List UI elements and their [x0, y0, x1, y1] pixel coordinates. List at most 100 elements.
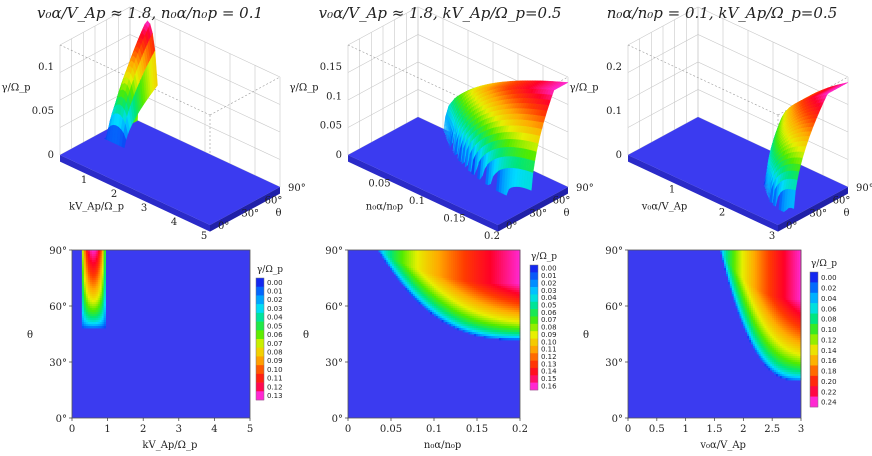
theta-tick-label: 30° [241, 208, 259, 219]
x-axis-label: n₀α/n₀p [366, 202, 403, 213]
heatmap-cell [103, 326, 107, 329]
surface-cell [121, 133, 127, 149]
legend-swatch [530, 360, 538, 369]
y-tick-label: 90° [325, 246, 343, 257]
legend-label: 0.06 [267, 331, 283, 339]
legend-swatch [530, 309, 538, 317]
legend-label: 0.11 [267, 375, 283, 383]
legend-swatch [530, 338, 538, 347]
theta-tick-label: 60° [265, 196, 283, 207]
legend-title: γ/Ω_p [531, 252, 557, 262]
legend-label: 0.07 [267, 340, 283, 348]
x-tick-label: 4 [171, 217, 177, 228]
legend-swatch [256, 304, 264, 314]
theta-axis-label: θ [275, 208, 281, 219]
density-plot-2: 0 0.05 0.1 0.15 0.2n₀α/n₀p0°30°60°90°θγ/Ω_p0… [303, 246, 557, 451]
x-axis-label: kV_Ap/Ω_p [142, 440, 197, 451]
legend-swatch [530, 375, 538, 383]
theta-tick-label: 90° [288, 183, 306, 194]
z-tick-label: 0.05 [320, 121, 342, 132]
legend-label: 0.05 [267, 322, 283, 330]
surface-mesh [103, 20, 158, 149]
x-tick-label: 2 [140, 424, 146, 435]
y-tick-label: 60° [325, 302, 343, 313]
legend-swatch [530, 279, 538, 288]
y-tick-label: 30° [325, 358, 343, 369]
legend-swatch [530, 316, 538, 325]
legend-label: 0.00 [267, 279, 283, 287]
surface-front-face [628, 155, 778, 232]
legend-swatch [530, 294, 538, 303]
surface-side-face [210, 187, 280, 232]
density-plot-1: 0 1 2 3 4 5kV_Ap/Ω_p0°30°60°90°θγ/Ω_p0.000.01… [27, 246, 283, 451]
legend-label: 0.16 [541, 382, 557, 390]
x-tick-label: 5 [247, 424, 253, 435]
x-axis-label: v₀α/V_Ap [641, 202, 688, 213]
legend-swatch [256, 312, 264, 322]
theta-tick-label: 60° [553, 196, 571, 207]
surface-front-face [348, 155, 498, 232]
legend-swatch [530, 382, 538, 391]
theta-tick-label: 0° [506, 221, 517, 232]
z-tick-label: 0.2 [606, 62, 622, 73]
legend-swatch [256, 365, 264, 375]
z-tick-label: 0.1 [606, 106, 622, 117]
legend: γ/Ω_p0.000.010.020.030.040.050.060.070.0… [255, 265, 283, 401]
z-tick-label: 0 [616, 150, 622, 161]
theta-tick-label: 90° [576, 183, 594, 194]
surface-plot-1: 12345kV_Ap/Ω_p0°30°60°90°θ00.050.1γ/Ω_pv… [1, 4, 305, 242]
x-tick-label: 0.05 [368, 179, 390, 190]
legend-swatch [256, 373, 264, 383]
plot-title: n₀α/n₀p = 0.1, kV_Ap/Ω_p=0.5 [607, 4, 838, 22]
z-tick-label: 0 [48, 150, 54, 161]
x-tick-label: 1 [81, 175, 87, 186]
legend-label: 0.04 [267, 314, 283, 322]
surface-floor [60, 117, 280, 225]
surface-side-face [778, 187, 848, 232]
surface-side-face [498, 187, 568, 232]
theta-tick-label: 60° [833, 196, 851, 207]
y-tick-label: 0° [56, 414, 67, 425]
legend-swatch [530, 272, 538, 280]
x-tick-label: 0.15 [466, 424, 488, 435]
z-axis-label: γ/Ω_p [289, 83, 318, 94]
surface-plot-2: 0.050.10.150.2n₀α/n₀p0°30°60°90°θ00.050.… [289, 4, 593, 242]
plot-title: v₀α/V_Ap ≈ 1.8, kV_Ap/Ω_p=0.5 [319, 4, 562, 22]
theta-axis-label: θ [563, 208, 569, 219]
x-tick-label: 0.15 [443, 214, 465, 225]
legend-swatch [256, 330, 264, 340]
theta-tick-label: 0° [218, 221, 229, 232]
surface-front-face [60, 155, 210, 232]
box-edge [59, 44, 211, 116]
legend-swatch [256, 356, 264, 366]
x-tick-label: 1 [669, 184, 675, 195]
legend-swatch [530, 287, 538, 295]
theta-axis-label: θ [843, 208, 849, 219]
x-tick-label: 0.1 [426, 424, 442, 435]
z-tick-label: 0.1 [326, 91, 342, 102]
legend-label: 0.02 [267, 296, 283, 304]
box-edge [627, 44, 779, 116]
theta-tick-label: 90° [856, 183, 872, 194]
z-tick-label: 0.15 [320, 62, 342, 73]
legend-swatch [530, 265, 538, 273]
plot-title: v₀α/V_Ap ≈ 1.8, n₀α/n₀p = 0.1 [37, 4, 263, 22]
legend-label: 0.01 [267, 288, 283, 296]
z-tick-label: 0.05 [32, 106, 54, 117]
legend-label: 0.13 [267, 392, 283, 400]
legend-swatch [256, 347, 264, 357]
surface-mesh [763, 82, 849, 213]
box-edge [209, 76, 281, 116]
surface-mesh [443, 80, 569, 196]
legend-label: 0.12 [267, 383, 283, 391]
x-tick-label: 0.1 [409, 196, 425, 207]
z-axis-label: γ/Ω_p [1, 83, 30, 94]
heatmap-cells [81, 250, 107, 329]
theta-tick-label: 30° [529, 208, 547, 219]
legend-swatch [256, 286, 264, 296]
theta-tick-label: 30° [809, 208, 827, 219]
y-tick-label: 0° [332, 414, 343, 425]
x-tick-label: 3 [176, 424, 182, 435]
box-gridline [59, 61, 281, 133]
